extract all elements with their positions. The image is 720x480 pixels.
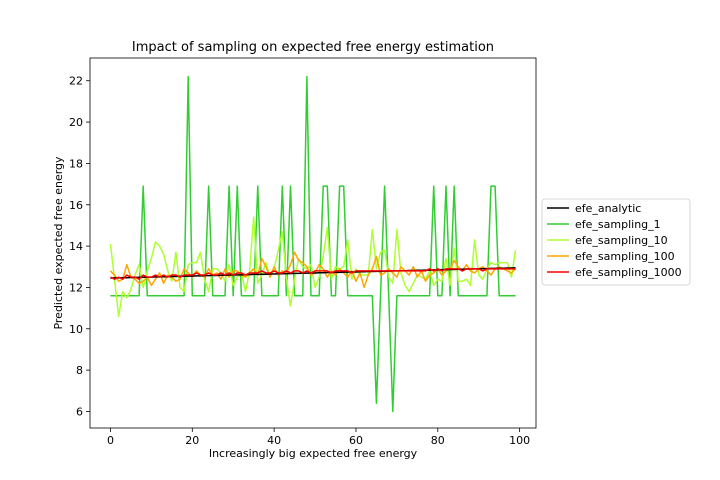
plot-lines <box>109 75 517 413</box>
y-tick-label: 8 <box>76 364 83 377</box>
y-axis-label: Predicted expected free energy <box>52 156 65 330</box>
x-tick-label: 100 <box>509 434 530 447</box>
y-tick-label: 14 <box>69 240 83 253</box>
series-line-efe-sampling-10 <box>109 216 517 318</box>
x-axis: 0 20 40 60 80 100 <box>107 428 530 447</box>
y-tick-label: 22 <box>69 75 83 88</box>
legend-label-efe-sampling-100: efe_sampling_100 <box>575 250 675 263</box>
legend: efe_analytic efe_sampling_1 efe_sampling_1… <box>541 198 691 286</box>
x-tick-label: 60 <box>349 434 363 447</box>
chart-title: Impact of sampling on expected free ener… <box>132 40 494 55</box>
y-axis: 6 8 10 12 14 16 18 20 22 <box>69 75 90 418</box>
plot-frame <box>89 57 537 429</box>
x-tick-label: 40 <box>267 434 281 447</box>
x-tick-label: 0 <box>107 434 114 447</box>
legend-label-efe-sampling-1000: efe_sampling_1000 <box>575 266 682 279</box>
legend-label-efe-analytic: efe_analytic <box>575 202 641 215</box>
series-line-efe-sampling-1 <box>110 75 516 413</box>
y-tick-label: 10 <box>69 323 83 336</box>
x-tick-label: 20 <box>185 434 199 447</box>
y-tick-label: 6 <box>76 405 83 418</box>
series-line-efe-sampling-1000 <box>110 268 516 280</box>
legend-frame <box>541 198 691 286</box>
y-tick-label: 18 <box>69 157 83 170</box>
y-tick-label: 12 <box>69 281 83 294</box>
legend-label-efe-sampling-10: efe_sampling_10 <box>575 234 668 247</box>
x-tick-label: 80 <box>431 434 445 447</box>
legend-label-efe-sampling-1: efe_sampling_1 <box>575 218 661 231</box>
y-tick-label: 16 <box>69 199 83 212</box>
y-tick-label: 20 <box>69 116 83 129</box>
x-axis-label: Increasingly big expected free energy <box>209 447 418 460</box>
